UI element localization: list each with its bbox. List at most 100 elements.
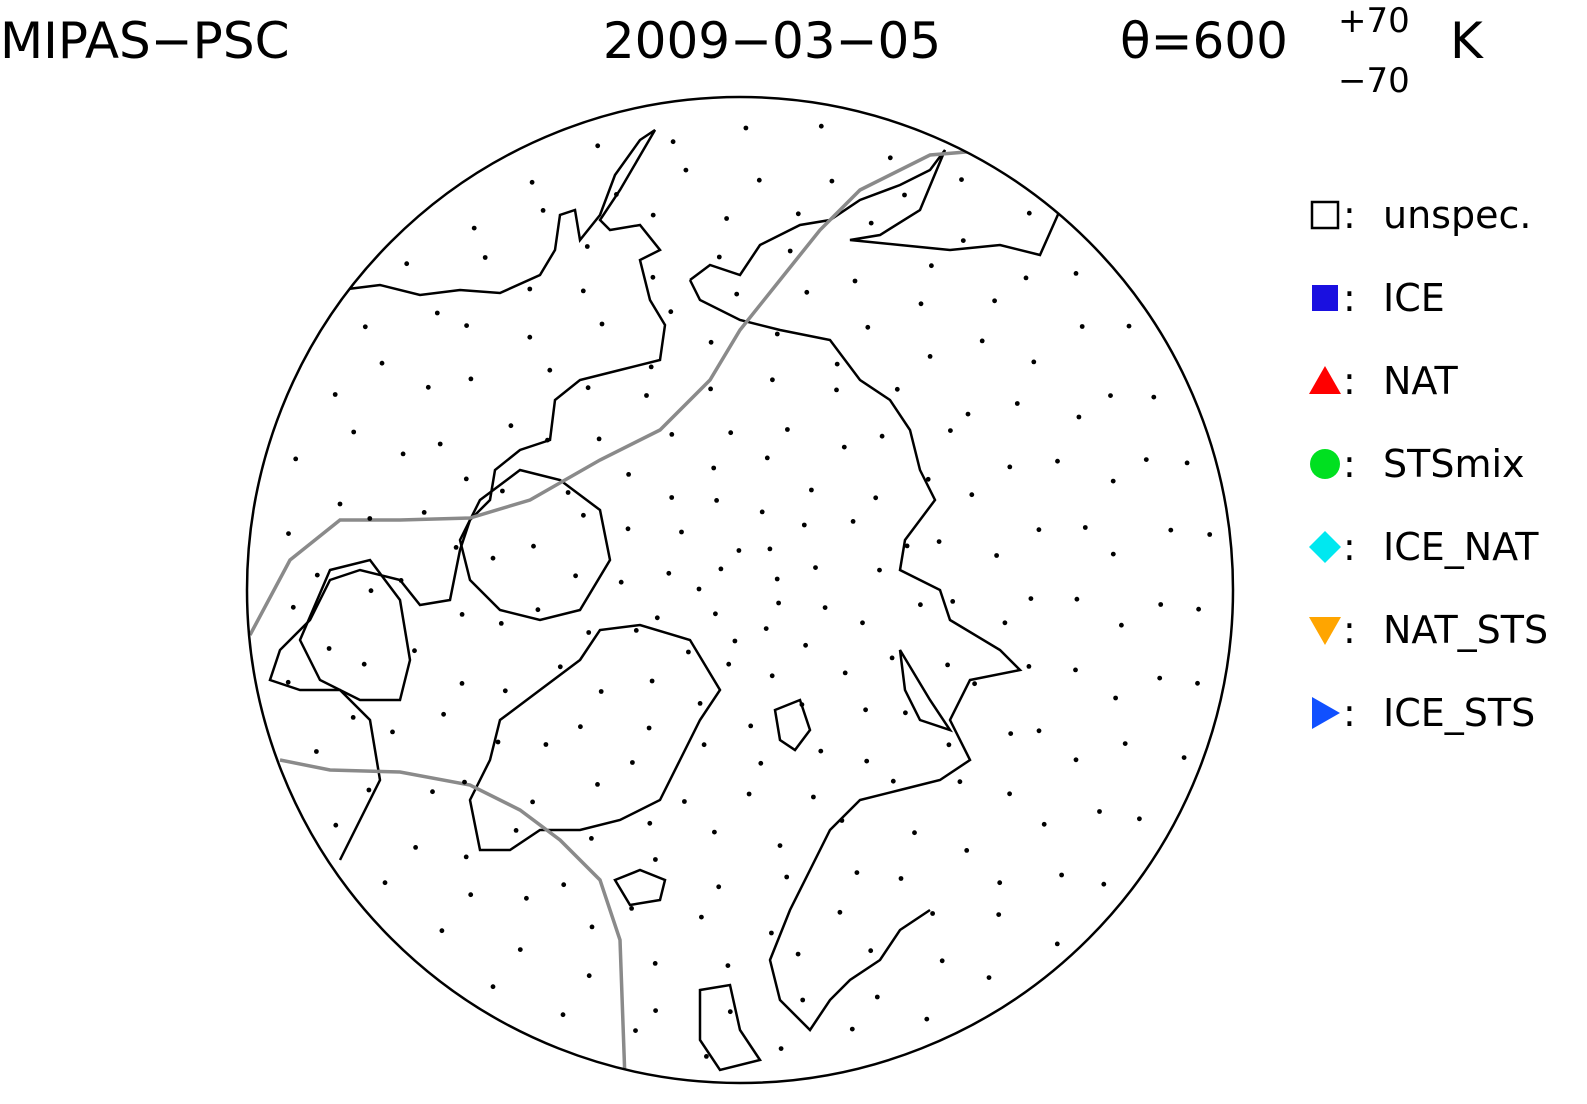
sample-point — [527, 286, 533, 292]
sample-point — [439, 928, 445, 934]
sample-point — [589, 924, 595, 930]
sample-point — [495, 739, 501, 745]
sample-point — [633, 1028, 638, 1033]
sample-point — [362, 324, 368, 330]
sample-point — [650, 274, 656, 280]
sample-point — [965, 411, 971, 417]
sample-point — [918, 301, 924, 307]
sample-point — [950, 599, 956, 604]
sample-point — [361, 661, 367, 667]
sample-point — [529, 179, 535, 185]
sample-point — [727, 1009, 733, 1015]
sample-point — [630, 760, 635, 765]
sample-point — [743, 125, 749, 131]
legend-separator: : — [1343, 691, 1356, 735]
sample-point — [1073, 667, 1078, 673]
sample-point — [669, 432, 675, 437]
sample-point — [764, 455, 770, 461]
sample-point — [939, 958, 945, 964]
sample-point — [996, 912, 1002, 917]
sample-point — [1110, 551, 1116, 557]
sample-point — [864, 758, 870, 764]
island — [458, 468, 612, 622]
sample-point — [453, 545, 459, 550]
sample-point — [626, 472, 631, 477]
sample-point — [879, 433, 885, 439]
sample-point — [683, 167, 689, 173]
sample-point — [809, 487, 814, 493]
sample-point — [350, 715, 356, 720]
sample-point — [839, 818, 845, 823]
sample-point — [860, 620, 865, 626]
sample-point — [649, 678, 655, 684]
sample-point — [929, 263, 934, 269]
sample-point — [531, 543, 536, 549]
sample-point — [758, 760, 764, 766]
sample-point — [865, 324, 871, 330]
sample-point — [972, 681, 977, 687]
sample-point — [774, 576, 780, 582]
sample-point — [368, 588, 374, 594]
sample-point — [1074, 596, 1080, 602]
sample-point — [712, 829, 717, 835]
sample-point — [648, 364, 654, 370]
sample-point — [704, 1054, 709, 1059]
sample-point — [774, 331, 780, 337]
sample-point — [382, 880, 388, 886]
vortex-edge — [279, 758, 627, 1081]
island — [698, 983, 763, 1072]
legend-symbol — [1310, 449, 1340, 479]
sample-point — [799, 702, 805, 707]
sample-point — [763, 626, 769, 631]
sample-point — [527, 334, 533, 340]
coastline — [688, 279, 1023, 1032]
sample-point — [652, 961, 658, 966]
sample-point — [734, 291, 740, 297]
sample-point — [1014, 401, 1020, 406]
sample-point — [718, 566, 724, 572]
sample-point — [586, 973, 592, 979]
sample-point — [890, 778, 896, 784]
sample-point — [813, 565, 818, 570]
sample-point — [530, 799, 535, 805]
legend-symbol — [1312, 285, 1338, 311]
sample-point — [818, 748, 824, 754]
sample-point — [945, 662, 950, 668]
sample-point — [803, 642, 808, 648]
legend-separator: : — [1343, 359, 1356, 403]
sample-point — [670, 139, 676, 145]
sample-point — [841, 444, 847, 450]
sample-point — [1151, 394, 1157, 400]
sample-point — [390, 729, 395, 735]
sample-point — [366, 787, 372, 793]
sample-point — [578, 724, 583, 730]
sample-point — [1036, 728, 1042, 734]
theta-upper: +70 — [1338, 1, 1410, 41]
sample-point — [1026, 664, 1032, 669]
sample-point — [850, 519, 856, 524]
sample-point — [699, 914, 704, 920]
sample-point — [595, 782, 600, 787]
theta-title: θ=600 — [1120, 12, 1288, 70]
legend-symbol — [1310, 200, 1340, 230]
sample-point — [716, 254, 722, 260]
sample-point — [596, 436, 602, 442]
sample-point — [482, 255, 488, 260]
sample-point — [434, 310, 440, 316]
sample-point — [471, 225, 477, 231]
sample-point — [625, 526, 631, 532]
theta-lower: −70 — [1338, 61, 1410, 101]
sample-point — [668, 309, 674, 315]
sample-point — [1207, 532, 1213, 537]
legend-symbol — [1309, 531, 1341, 563]
sample-point — [524, 895, 529, 901]
sample-point — [1097, 809, 1102, 814]
sample-point — [697, 701, 703, 706]
sample-point — [581, 512, 586, 518]
date-title: 2009−03−05 — [603, 12, 941, 70]
legend-symbol — [1309, 366, 1341, 394]
sample-point — [490, 984, 496, 990]
sample-point — [633, 628, 639, 633]
sample-point — [500, 488, 505, 494]
sample-point — [1158, 602, 1164, 607]
